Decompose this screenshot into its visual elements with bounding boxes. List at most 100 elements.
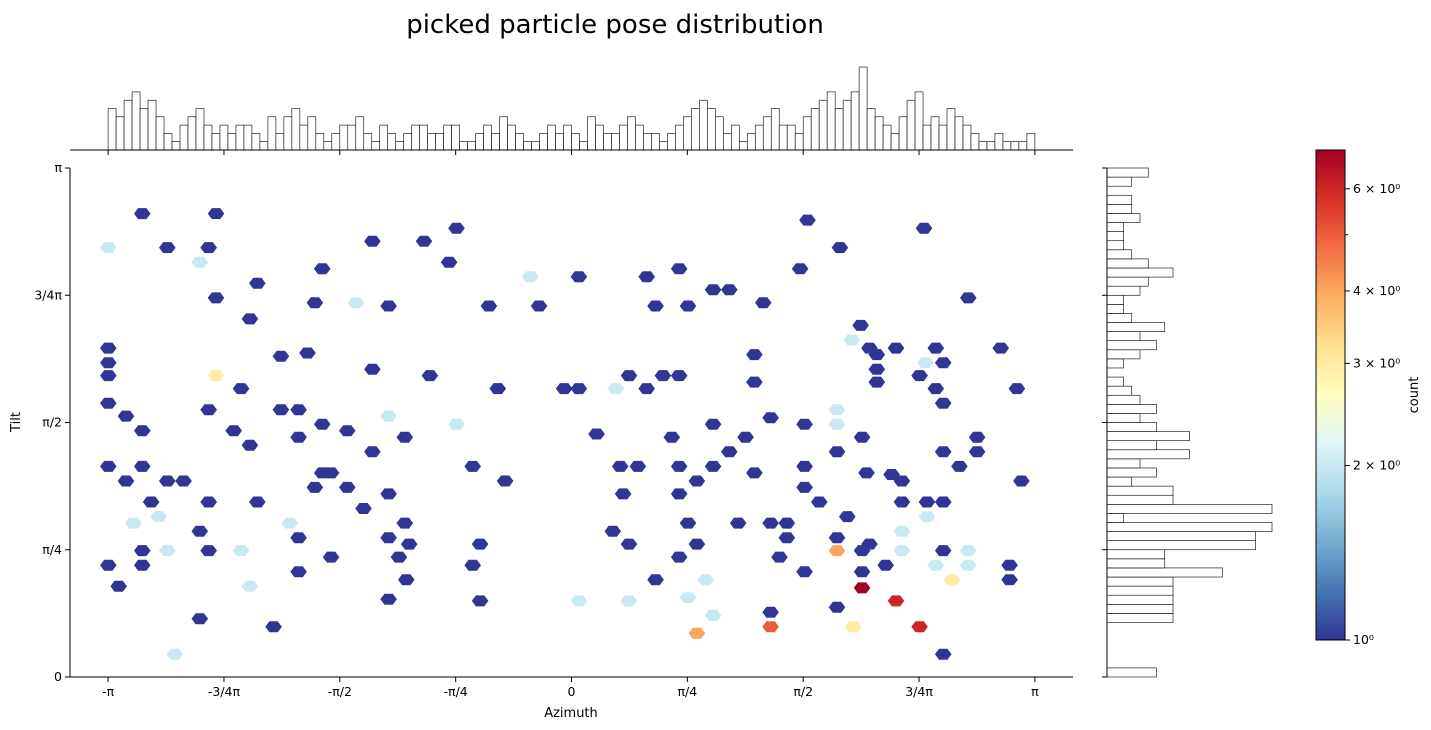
right-histogram-bar xyxy=(1106,304,1124,314)
hexbin-cell xyxy=(191,256,209,268)
hexbin-cell xyxy=(960,545,977,557)
right-histogram-bar xyxy=(1106,576,1174,587)
x-tick-label: 0 xyxy=(568,684,576,699)
hexbin-cell xyxy=(159,242,176,254)
hexbin-cell xyxy=(918,511,936,523)
hexbin-cell xyxy=(679,300,697,312)
hexbin-cell xyxy=(313,418,331,430)
hexbin-cell xyxy=(191,613,209,625)
hexbin-cell xyxy=(347,297,365,309)
hexbin-cell xyxy=(134,460,151,472)
hexbin-cell xyxy=(697,574,714,586)
hexbin-cell xyxy=(911,370,928,382)
hexbin-cell xyxy=(448,222,465,234)
right-histogram-ticks xyxy=(1102,167,1107,678)
top-histogram-bar xyxy=(411,124,420,151)
y-axis-ticks: 0 π/4 π/2 3/4π π xyxy=(34,160,70,684)
hexbin-cell xyxy=(604,525,622,537)
hexbin-cell xyxy=(530,300,548,312)
right-histogram-bar xyxy=(1106,667,1157,678)
top-histogram-bar xyxy=(810,108,820,151)
top-histogram-bar xyxy=(291,108,301,151)
hexbin-cell xyxy=(380,488,397,500)
hexbin-cell xyxy=(100,397,117,409)
top-histogram-bar xyxy=(419,124,428,151)
hexbin-cell xyxy=(638,383,655,395)
hexbin-cell xyxy=(290,404,307,416)
hexbin-cell xyxy=(290,532,307,544)
hexbin-cell xyxy=(746,349,763,361)
hexbin-cell xyxy=(831,242,849,254)
hexbin-cell xyxy=(100,242,117,254)
hexbin-cell xyxy=(746,376,763,388)
top-histogram-bar xyxy=(994,133,1004,151)
hexbin-cell xyxy=(868,363,886,375)
top-histogram-bar xyxy=(187,116,197,151)
hexbin-cell xyxy=(729,517,747,529)
hexbin-cell xyxy=(480,300,498,312)
right-histogram-bar xyxy=(1106,522,1273,532)
hexbin-cell xyxy=(265,621,282,633)
top-histogram-bar xyxy=(259,141,269,151)
colorbar-tick-label: 2 × 10⁰ xyxy=(1353,457,1400,472)
hexbin-cell xyxy=(200,496,217,508)
hexbin-cell xyxy=(960,292,977,304)
hexbin-cell xyxy=(290,566,307,578)
x-tick-label: π xyxy=(1031,684,1039,699)
hexbin-cell xyxy=(100,357,117,369)
hexbin-cell xyxy=(629,460,647,472)
hexbin-cell xyxy=(281,517,299,529)
hexbin-cell xyxy=(272,350,290,362)
hexbin-cell xyxy=(934,496,952,508)
hexbin-cell xyxy=(249,277,266,289)
hexbin-cell xyxy=(117,475,135,487)
hexbin-cell xyxy=(883,469,900,480)
hexbin-cell xyxy=(570,271,588,283)
hexbin-cell xyxy=(968,446,986,458)
hexbin-cell xyxy=(868,376,886,388)
top-histogram-bar xyxy=(131,91,141,151)
top-histogram-bar xyxy=(315,133,325,151)
hexbin-cell xyxy=(911,621,928,633)
hexbin-cell xyxy=(125,517,142,529)
hexbin-cell xyxy=(968,431,986,443)
hexbin-cell xyxy=(704,284,722,296)
hexbin-cell xyxy=(771,551,788,563)
top-histogram-bar xyxy=(355,116,365,151)
top-histogram-bar xyxy=(858,66,868,151)
top-histogram-bar xyxy=(387,133,397,151)
hexbin-cell xyxy=(670,370,688,382)
hexbin-cell xyxy=(663,431,681,443)
top-histogram-bar xyxy=(267,116,277,151)
hexbin-cell xyxy=(496,475,514,487)
hexbin-cell xyxy=(670,263,688,275)
top-histogram-bar xyxy=(667,133,676,151)
hexbin-cell xyxy=(992,342,1009,354)
hexbin-cell xyxy=(647,574,664,586)
hexbin-cell xyxy=(440,256,458,268)
hexbin-cell xyxy=(448,418,465,430)
right-histogram-bar xyxy=(1106,585,1174,596)
hexbin-cell xyxy=(464,460,481,472)
top-histogram-bar xyxy=(659,141,668,151)
right-histogram-bar xyxy=(1106,204,1133,214)
top-histogram-bar xyxy=(579,141,588,151)
hexbin-cell xyxy=(272,404,290,416)
hexbin-cell xyxy=(100,460,117,472)
y-tick-label: π/4 xyxy=(42,542,62,557)
top-histogram-bar xyxy=(171,141,181,151)
top-histogram-ticks xyxy=(107,150,1036,155)
hexbin-layer xyxy=(100,208,1030,660)
top-histogram-bar xyxy=(651,133,660,151)
y-tick-label: 3/4π xyxy=(34,287,62,302)
hexbin-cell xyxy=(396,517,414,529)
hexbin-cell xyxy=(225,425,242,437)
colorbar-tick-label: 6 × 10⁰ xyxy=(1353,181,1400,196)
top-histogram-bar xyxy=(1010,141,1020,151)
right-histogram-bar xyxy=(1106,358,1124,369)
hexbin-cell xyxy=(322,551,340,563)
top-histogram-bar xyxy=(347,124,357,151)
top-histogram-bar xyxy=(595,124,604,151)
hexbin-cell xyxy=(159,545,176,557)
top-histogram-bar xyxy=(483,124,492,151)
